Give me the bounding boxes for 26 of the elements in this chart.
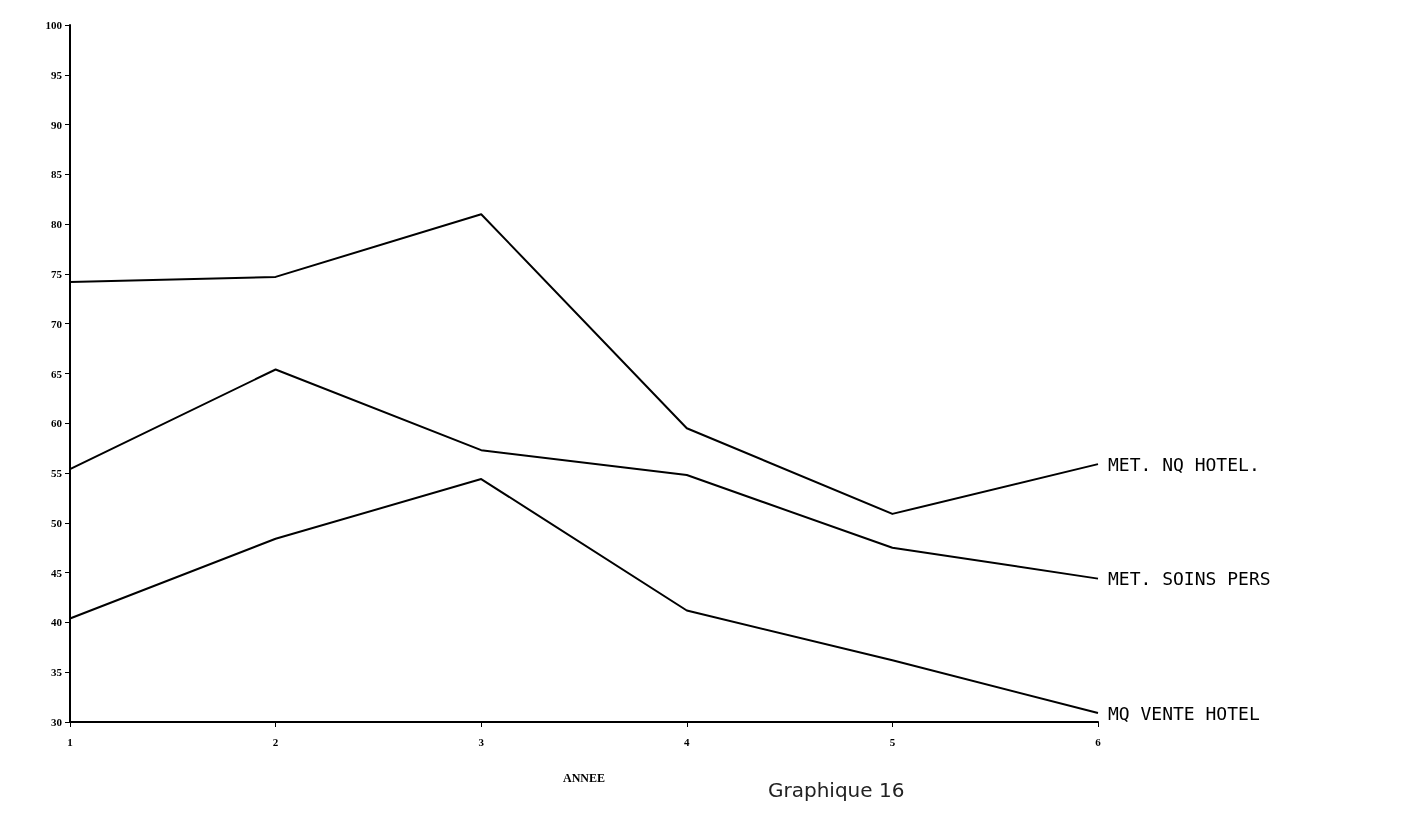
y-tick-label: 40 xyxy=(51,616,63,629)
y-tick-label: 55 xyxy=(51,467,63,480)
y-tick-label: 35 xyxy=(51,666,63,679)
y-tick-label: 90 xyxy=(51,118,63,131)
x-tick-label: 5 xyxy=(889,735,896,748)
x-tick-label: 2 xyxy=(272,735,279,748)
series-label: MET. SOINS PERS xyxy=(1108,568,1271,590)
y-tick-label: 70 xyxy=(51,317,63,330)
y-tick-label: 60 xyxy=(51,417,63,430)
y-tick-label: 85 xyxy=(51,168,63,181)
y-tick-label: 65 xyxy=(51,367,63,380)
x-tick-label: 6 xyxy=(1095,735,1102,748)
x-tick-label: 4 xyxy=(684,735,691,748)
series-label: MET. NQ HOTEL. xyxy=(1108,453,1260,475)
x-tick-label: 1 xyxy=(67,735,73,748)
text: Graphique 16 xyxy=(768,778,905,802)
y-tick-label: 30 xyxy=(51,716,63,728)
x-tick-label: 3 xyxy=(478,735,485,748)
y-tick-label: 50 xyxy=(51,516,63,529)
y-tick-label: 75 xyxy=(51,267,63,280)
y-tick-label: 100 xyxy=(45,19,63,31)
y-tick-label: 80 xyxy=(51,218,63,231)
x-axis-title: ANNEE xyxy=(562,771,606,785)
y-tick-label: 95 xyxy=(51,68,63,81)
series-label: MQ VENTE HOTEL xyxy=(1108,702,1260,724)
y-tick-label: 45 xyxy=(51,566,63,579)
